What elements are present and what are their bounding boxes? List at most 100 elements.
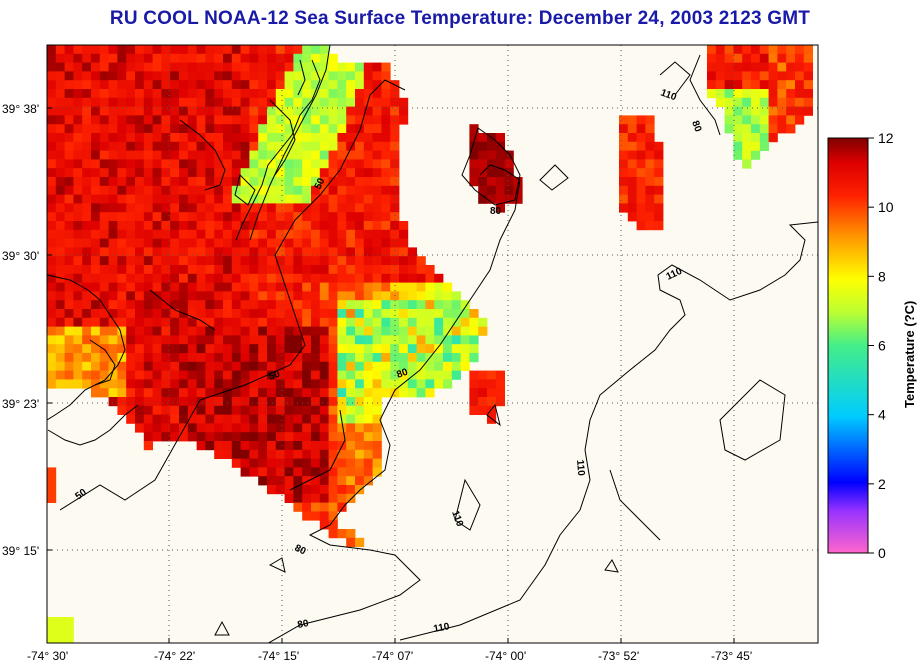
- sst-pixel: [390, 106, 400, 116]
- sst-pixel: [82, 212, 92, 222]
- sst-pixel: [328, 335, 338, 345]
- sst-pixel: [267, 449, 277, 459]
- page-title: RU COOL NOAA-12 Sea Surface Temperature:…: [109, 8, 811, 29]
- sst-pixel: [284, 168, 294, 178]
- sst-pixel: [416, 379, 426, 389]
- sst-pixel: [64, 256, 74, 266]
- sst-pixel: [205, 441, 215, 451]
- sst-pixel: [205, 80, 215, 90]
- sst-pixel: [267, 247, 277, 257]
- sst-pixel: [258, 194, 268, 204]
- sst-pixel: [223, 124, 233, 134]
- sst-pixel: [328, 414, 338, 424]
- sst-pixel: [187, 397, 197, 407]
- sst-pixel: [469, 405, 479, 415]
- sst-pixel: [407, 273, 417, 283]
- sst-pixel: [231, 335, 241, 345]
- sst-pixel: [240, 317, 250, 327]
- sst-pixel: [284, 221, 294, 231]
- sst-pixel: [126, 89, 136, 99]
- sst-pixel: [223, 317, 233, 327]
- sst-pixel: [196, 309, 206, 319]
- sst-pixel: [302, 344, 312, 354]
- sst-pixel: [803, 106, 813, 116]
- sst-pixel: [47, 379, 57, 389]
- sst-pixel: [346, 291, 356, 301]
- sst-pixel: [64, 247, 74, 257]
- sst-pixel: [205, 45, 215, 55]
- sst-pixel: [170, 159, 180, 169]
- sst-pixel: [196, 432, 206, 442]
- sst-pixel: [240, 379, 250, 389]
- sst-pixel: [328, 177, 338, 187]
- sst-pixel: [759, 106, 769, 116]
- sst-pixel: [117, 282, 127, 292]
- sst-pixel: [91, 370, 101, 380]
- coastline: [47, 45, 331, 446]
- sst-pixel: [73, 361, 83, 371]
- sst-pixel: [451, 317, 461, 327]
- sst-pixel: [337, 256, 347, 266]
- sst-pixel: [399, 115, 409, 125]
- lat-label: 39° 38': [2, 102, 39, 116]
- sst-pixel: [363, 449, 373, 459]
- sst-pixel: [399, 291, 409, 301]
- sst-pixel: [258, 185, 268, 195]
- sst-pixel: [82, 159, 92, 169]
- lon-label: -74° 07': [372, 649, 413, 663]
- sst-pixel: [47, 212, 57, 222]
- sst-pixel: [390, 247, 400, 257]
- sst-pixel: [275, 159, 285, 169]
- sst-pixel: [275, 388, 285, 398]
- sst-pixel: [223, 106, 233, 116]
- sst-pixel: [135, 115, 145, 125]
- sst-pixel: [249, 397, 259, 407]
- sst-pixel: [319, 106, 329, 116]
- sst-pixel: [152, 256, 162, 266]
- sst-pixel: [372, 247, 382, 257]
- sst-pixel: [346, 458, 356, 468]
- sst-pixel: [328, 511, 338, 521]
- sst-pixel: [73, 124, 83, 134]
- sst-pixel: [170, 71, 180, 81]
- sst-pixel: [302, 97, 312, 107]
- sst-pixel: [73, 238, 83, 248]
- sst-pixel: [170, 221, 180, 231]
- sst-pixel: [258, 344, 268, 354]
- sst-pixel: [715, 62, 725, 72]
- sst-pixel: [346, 273, 356, 283]
- sst-pixel: [99, 344, 109, 354]
- sst-pixel: [205, 309, 215, 319]
- sst-pixel: [425, 361, 435, 371]
- sst-pixel: [47, 45, 57, 55]
- sst-pixel: [249, 62, 259, 72]
- sst-pixel: [636, 133, 646, 143]
- sst-pixel: [355, 185, 365, 195]
- sst-pixel: [99, 106, 109, 116]
- sst-pixel: [47, 317, 57, 327]
- sst-pixel: [416, 317, 426, 327]
- sst-pixel: [135, 80, 145, 90]
- sst-pixel: [99, 53, 109, 63]
- sst-pixel: [328, 221, 338, 231]
- sst-pixel: [152, 71, 162, 81]
- sst-pixel: [724, 115, 734, 125]
- sst-pixel: [355, 353, 365, 363]
- sst-pixel: [73, 106, 83, 116]
- sst-pixel: [135, 291, 145, 301]
- sst-pixel: [451, 326, 461, 336]
- sst-pixel: [275, 247, 285, 257]
- sst-pixel: [267, 115, 277, 125]
- sst-pixel: [64, 379, 74, 389]
- sst-pixel: [108, 62, 118, 72]
- sst-pixel: [99, 141, 109, 151]
- sst-pixel: [47, 282, 57, 292]
- sst-pixel: [108, 344, 118, 354]
- sst-pixel: [460, 300, 470, 310]
- sst-pixel: [425, 265, 435, 275]
- sst-pixel: [319, 300, 329, 310]
- sst-pixel: [363, 441, 373, 451]
- sst-pixel: [469, 133, 479, 143]
- sst-pixel: [152, 133, 162, 143]
- sst-pixel: [381, 62, 391, 72]
